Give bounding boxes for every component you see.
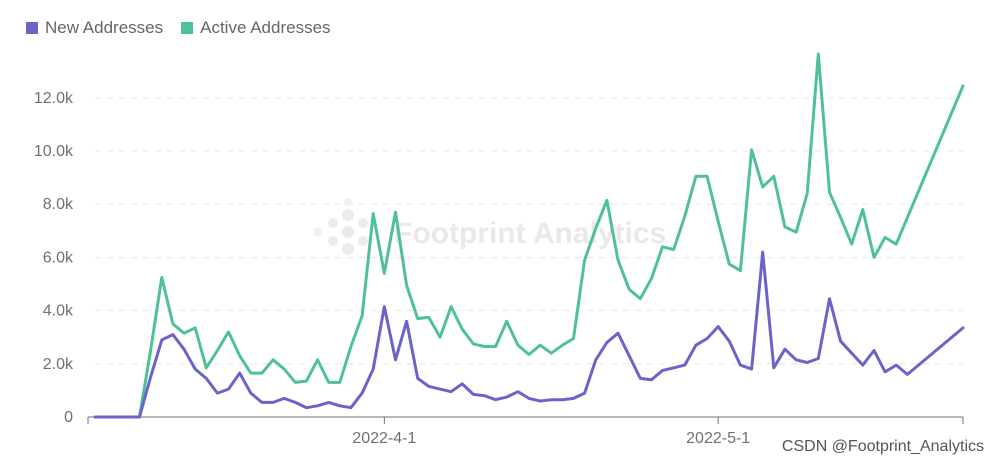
chart-grid: [95, 97, 963, 365]
y-tick-label: 2.0k: [43, 356, 74, 373]
legend-label-new-addresses: New Addresses: [45, 18, 164, 37]
y-tick-label: 6.0k: [43, 249, 74, 266]
series-layer: [93, 52, 965, 419]
watermark-text: Footprint Analytics: [394, 217, 666, 250]
legend-swatch-active-addresses: [181, 22, 194, 34]
legend-swatch-new-addresses: [26, 22, 38, 34]
credit-text: CSDN @Footprint_Analytics: [781, 438, 984, 455]
x-axis: 2022-4-1 2022-5-1: [87, 416, 964, 447]
legend-label-active-addresses: Active Addresses: [200, 18, 331, 37]
y-tick-label: 8.0k: [43, 196, 74, 213]
watermark: Footprint Analytics: [314, 198, 666, 255]
y-tick-label: 12.0k: [34, 90, 74, 107]
y-axis: 0 2.0k 4.0k 6.0k 8.0k 10.0k 12.0k: [34, 90, 74, 426]
y-tick-label: 4.0k: [43, 303, 74, 320]
y-tick-label: 10.0k: [34, 143, 74, 160]
legend-item-new-addresses[interactable]: New Addresses: [26, 18, 163, 38]
series-line-active-addresses[interactable]: [93, 52, 965, 419]
footprint-logo-icon: [314, 198, 368, 255]
series-line-new-addresses[interactable]: [93, 250, 965, 419]
legend-item-active-addresses[interactable]: Active Addresses: [181, 18, 331, 38]
x-tick-label: 2022-4-1: [352, 430, 416, 447]
y-tick-label: 0: [64, 409, 73, 426]
chart-legend: New Addresses Active Addresses: [26, 18, 331, 38]
x-tick-label: 2022-5-1: [686, 430, 750, 447]
